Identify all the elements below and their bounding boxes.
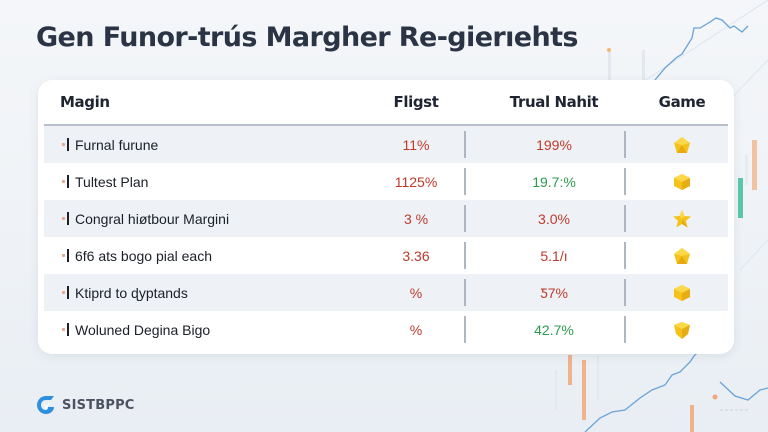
- column-divider: [624, 279, 626, 306]
- bar-marker-icon: [67, 175, 69, 188]
- column-header-col1[interactable]: Fligst: [393, 93, 439, 111]
- row-game-cell: [624, 126, 734, 163]
- gold-cube-gem-icon: [674, 173, 690, 190]
- column-header-col2[interactable]: Trual Nahit: [509, 93, 599, 111]
- column-divider: [624, 131, 626, 158]
- row-name-cell: Tultest Plan: [44, 174, 344, 190]
- column-divider: [464, 205, 466, 232]
- row-name-cell: Ktiprd to ɖyptands: [44, 285, 344, 301]
- row-col2-value: 42.7%: [464, 311, 624, 348]
- row-col2-value: Ƽ7%: [464, 274, 624, 311]
- gold-pentagon-gem-icon: [674, 247, 690, 264]
- column-header-name[interactable]: Magin: [60, 93, 110, 111]
- row-col2-value: 3.0%: [464, 200, 624, 237]
- column-divider: [624, 168, 626, 195]
- margin-comparison-table: Magin Fligst Trual Nahit Game Furnal fur…: [38, 80, 734, 354]
- blue-swirl-logo-icon: [37, 396, 54, 414]
- gold-star-gem-icon: [673, 209, 691, 227]
- page-title: Gen Funor-trús Margher Re-gierıehts: [36, 22, 578, 53]
- row-name-cell: Woluned Degina Bigo: [44, 322, 344, 338]
- bullet-icon: [62, 254, 65, 257]
- bar-marker-icon: [67, 286, 69, 299]
- row-col1-value: %: [409, 321, 423, 338]
- row-col1-value: %: [409, 284, 423, 301]
- table-row[interactable]: 6f6 ats bogo pial each 3.36 5.1/ı: [44, 237, 728, 274]
- row-name-cell: Congral hiøtbour Margini: [44, 211, 344, 227]
- bar-marker-icon: [67, 138, 69, 151]
- row-name: Woluned Degina Bigo: [75, 321, 211, 338]
- bar-marker-icon: [67, 212, 69, 225]
- table-header: Magin Fligst Trual Nahit Game: [44, 80, 728, 126]
- table-row[interactable]: Woluned Degina Bigo % 42.7%: [44, 311, 728, 348]
- table-row[interactable]: Congral hiøtbour Margini 3 % 3.0%: [44, 200, 728, 237]
- bullet-icon: [62, 328, 65, 331]
- row-name: 6f6 ats bogo pial each: [75, 247, 212, 264]
- brand-logo[interactable]: SISTBPPC: [36, 395, 135, 415]
- row-name-cell: 6f6 ats bogo pial each: [44, 248, 344, 264]
- row-game-cell: [624, 311, 734, 348]
- table-row[interactable]: Tultest Plan 1125% 19.7:%: [44, 163, 728, 200]
- column-divider: [464, 168, 466, 195]
- bar-marker-icon: [67, 323, 69, 336]
- row-name: Congral hiøtbour Margini: [75, 210, 230, 227]
- row-game-cell: [624, 237, 734, 274]
- row-col1-value: 11%: [402, 136, 430, 153]
- bullet-icon: [62, 180, 65, 183]
- gold-cube-gem-icon: [674, 284, 690, 301]
- bullet-icon: [62, 143, 65, 146]
- row-col1-value: 1125%: [394, 173, 438, 190]
- row-col2-value: 199%: [464, 126, 624, 163]
- column-divider: [464, 279, 466, 306]
- row-name: Tultest Plan: [75, 173, 149, 190]
- table-row[interactable]: Ktiprd to ɖyptands % Ƽ7%: [44, 274, 728, 311]
- row-col2-value: 5.1/ı: [464, 237, 624, 274]
- column-header-game[interactable]: Game: [658, 93, 706, 111]
- brand-name: SISTBPPC: [62, 397, 135, 413]
- column-divider: [464, 242, 466, 269]
- row-col2-value: 19.7:%: [464, 163, 624, 200]
- bar-marker-icon: [67, 249, 69, 262]
- table-row[interactable]: Furnal furune 11% 199%: [44, 126, 728, 163]
- column-divider: [464, 316, 466, 343]
- row-name-cell: Furnal furune: [44, 137, 344, 153]
- column-divider: [624, 242, 626, 269]
- row-game-cell: [624, 200, 734, 237]
- bullet-icon: [62, 291, 65, 294]
- row-col1-value: 3.36: [402, 247, 430, 264]
- row-col1-value: 3 %: [403, 210, 429, 227]
- column-divider: [624, 316, 626, 343]
- gold-pentagon-gem-icon: [674, 136, 690, 153]
- row-game-cell: [624, 274, 734, 311]
- row-game-cell: [624, 163, 734, 200]
- bullet-icon: [62, 217, 65, 220]
- row-name: Furnal furune: [75, 136, 159, 153]
- gold-shield-gem-icon: [674, 321, 690, 339]
- table-body: Furnal furune 11% 199% Tultest Plan 1125…: [44, 126, 728, 348]
- row-name: Ktiprd to ɖyptands: [75, 284, 188, 301]
- column-divider: [464, 131, 466, 158]
- column-divider: [624, 205, 626, 232]
